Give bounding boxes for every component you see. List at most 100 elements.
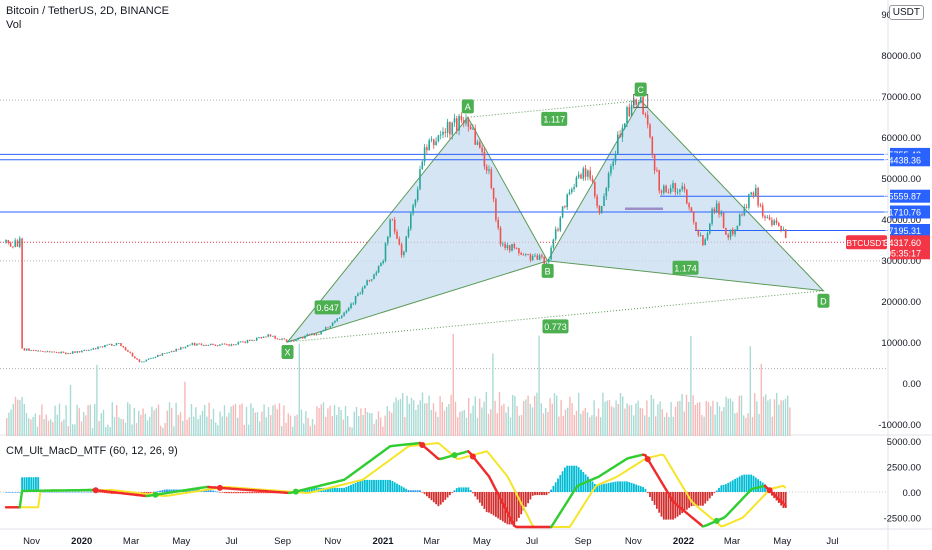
macd-histogram-bar: [610, 482, 612, 492]
candle-body: [635, 99, 637, 105]
macd-histogram-bar: [628, 482, 631, 492]
macd-histogram-bar: [216, 491, 219, 493]
macd-histogram-bar: [764, 484, 766, 492]
candle-body: [338, 317, 341, 319]
volume-bar: [408, 403, 410, 436]
candle-body: [458, 115, 460, 131]
candle-body: [131, 353, 134, 357]
ratio-label-xb[interactable]: 0.647: [314, 300, 341, 315]
volume-bar: [204, 405, 206, 436]
macd-histogram-bar: [334, 487, 336, 492]
macd-histogram-bar: [85, 491, 88, 493]
volume-bar: [78, 408, 80, 436]
macd-histogram-bar: [513, 492, 516, 525]
macd-histogram-bar: [467, 487, 470, 492]
pattern-triangle-xab[interactable]: [286, 116, 549, 343]
volume-bar: [91, 427, 94, 436]
level-badge[interactable]: 37195.31: [883, 223, 930, 237]
macd-histogram-bar: [587, 476, 589, 492]
volume-bar: [43, 419, 45, 436]
macd-histogram-bar: [437, 492, 440, 507]
macd-histogram-bar: [453, 490, 456, 492]
macd-histogram-bar: [669, 492, 672, 520]
volume-bar: [208, 402, 210, 436]
volume-bar: [17, 399, 19, 436]
macd-histogram-bar: [235, 492, 237, 494]
volume-bar: [674, 406, 677, 436]
volume-bar: [597, 408, 600, 436]
ratio-label-bd[interactable]: 1.174: [672, 260, 699, 275]
candle-body: [690, 207, 693, 212]
candle-body: [759, 205, 762, 207]
level-badge[interactable]: 45559.87: [883, 189, 930, 203]
ratio-label-ac[interactable]: 1.117: [541, 111, 568, 126]
candle-body: [113, 345, 115, 346]
currency-badge[interactable]: USDT: [888, 5, 924, 20]
pattern-point-a[interactable]: A: [461, 99, 474, 114]
macd-line-segment: [18, 489, 24, 509]
ratio-box: [672, 260, 699, 275]
pattern-point-x[interactable]: X: [281, 345, 294, 359]
macd-histogram-bar: [784, 492, 787, 508]
pattern-point-d[interactable]: D: [817, 293, 830, 308]
pattern-point-b[interactable]: B: [541, 263, 554, 278]
candle-body: [71, 351, 74, 354]
volume-bar: [529, 403, 531, 436]
macd-histogram-bar: [327, 487, 329, 492]
volume-bar: [219, 411, 221, 436]
pattern-point-labels[interactable]: X A B C D 0.647 1.117 1.174 0.773: [281, 82, 830, 359]
price-axis[interactable]: 90000.0080000.0070000.0060000.0050000.00…: [878, 10, 930, 525]
volume-bar: [725, 396, 727, 436]
candle-body: [665, 185, 667, 192]
macd-histogram-bar: [476, 492, 479, 500]
volume-bar: [558, 416, 560, 436]
macd-histogram-bar: [511, 492, 513, 525]
candle-body: [285, 339, 288, 342]
volume-bar: [661, 409, 663, 436]
macd-histogram-bar: [324, 487, 327, 492]
macd-histogram-bar: [83, 491, 86, 493]
horizontal-levels[interactable]: [0, 153, 888, 231]
candle-body: [778, 223, 780, 226]
volume-bar: [179, 412, 182, 436]
macd-histogram-bar: [207, 489, 210, 492]
candle-body: [511, 244, 513, 251]
macd-histogram-bar: [338, 487, 341, 492]
macd-histogram-bar: [736, 477, 739, 492]
candle-body: [25, 348, 28, 351]
candle-body: [90, 349, 92, 351]
level-badge[interactable]: 54438.36: [883, 153, 930, 167]
macd-histogram-bar: [389, 479, 391, 492]
price-tick-label: 30000.00: [881, 256, 921, 267]
macd-histogram-bar: [366, 479, 368, 492]
candle-body: [681, 186, 683, 190]
pattern-point-c[interactable]: C: [634, 82, 647, 97]
candle-body: [122, 346, 125, 348]
volume-bar: [657, 404, 659, 436]
volume-bar: [336, 415, 338, 436]
macd-histogram-bar: [522, 492, 525, 511]
macd-histogram-bar: [258, 492, 260, 494]
ratio-label-xd[interactable]: 0.773: [542, 319, 569, 334]
macd-histogram-bar: [635, 484, 638, 492]
volume-bar: [589, 417, 591, 436]
volume-bar: [256, 412, 259, 436]
time-axis[interactable]: Nov 2020 Mar May Jul Sep Nov 2021 Mar May Jul Sep No…: [23, 536, 838, 547]
candle-body: [111, 344, 113, 346]
volume-bar: [21, 397, 23, 436]
macd-histogram-bar: [497, 492, 500, 519]
macd-histogram-bar: [90, 491, 92, 493]
volume-bar: [25, 413, 28, 436]
macd-histogram-bar: [568, 465, 571, 492]
macd-histogram-bar: [524, 492, 527, 507]
level-badge[interactable]: 41710.76: [883, 205, 930, 219]
pattern-triangle-bcd[interactable]: [546, 99, 825, 292]
volume-bar: [461, 410, 463, 436]
volume-bar: [602, 392, 604, 436]
macd-histogram-bar: [752, 475, 755, 492]
harmonic-pattern[interactable]: [286, 99, 825, 343]
macd-histogram-bar: [591, 481, 594, 492]
